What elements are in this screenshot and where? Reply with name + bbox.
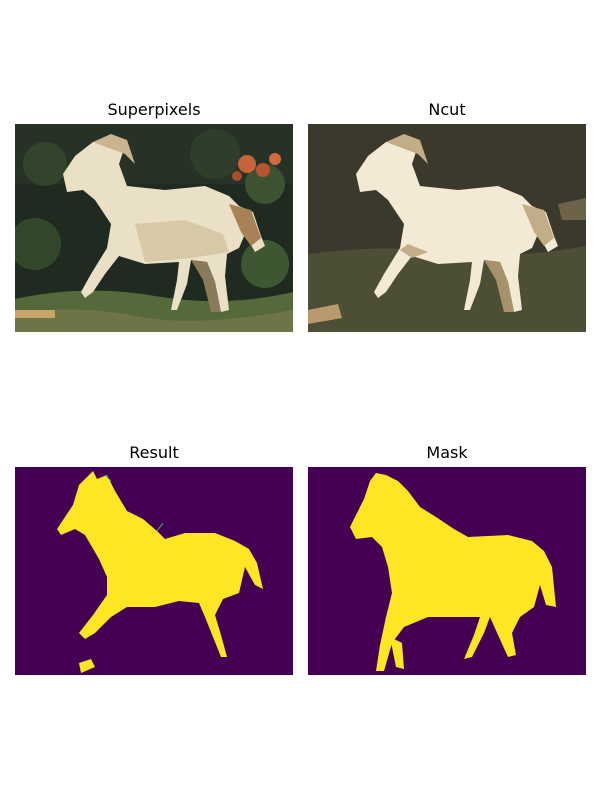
ncut-svg [308,124,586,332]
panel-title-result: Result [129,443,179,462]
mask-image [308,467,586,675]
mask-svg [308,467,586,675]
superpixels-svg [15,124,293,332]
panel-title-ncut: Ncut [428,100,466,119]
panel-title-mask: Mask [426,443,468,462]
superpixels-image [15,124,293,332]
panel-title-superpixels: Superpixels [107,100,201,119]
result-image [15,467,293,675]
result-svg [15,467,293,675]
ncut-image [308,124,586,332]
